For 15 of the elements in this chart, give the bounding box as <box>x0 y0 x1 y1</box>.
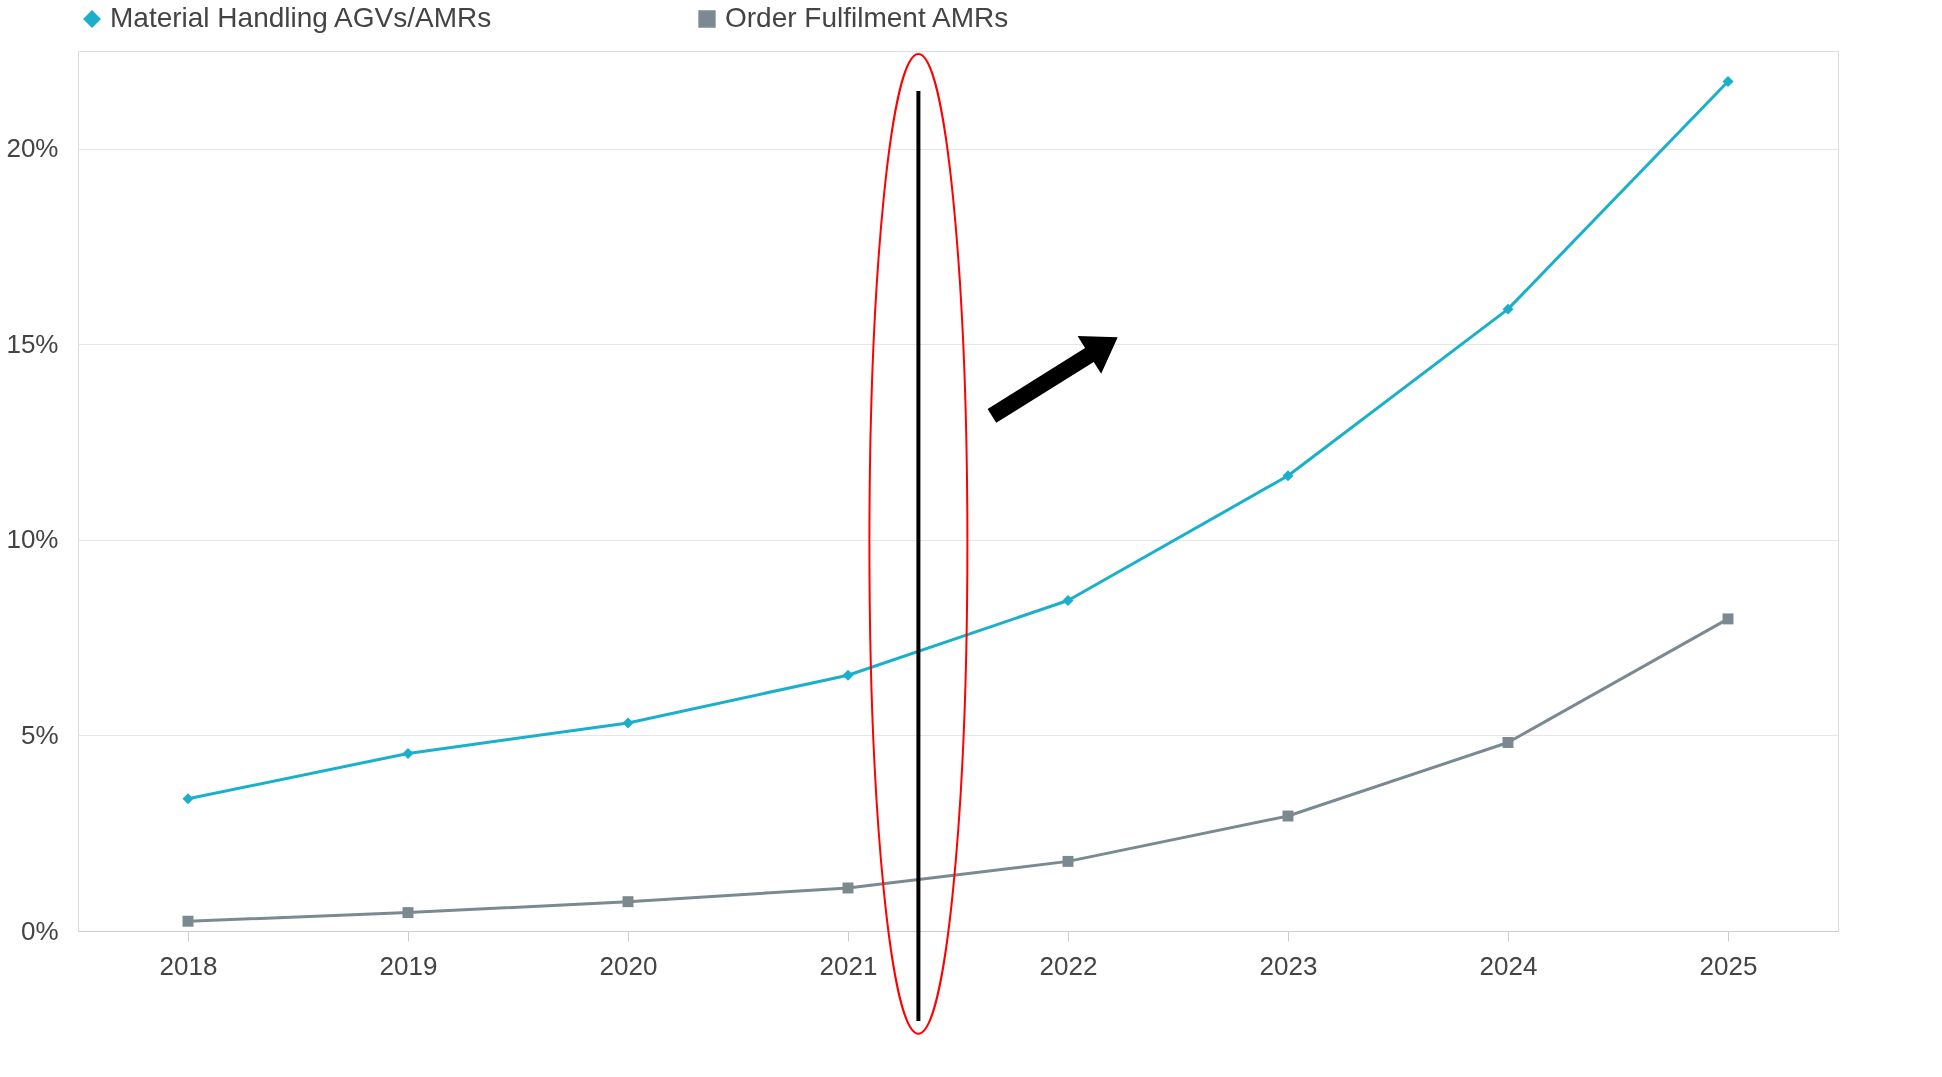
x-tick-label: 2020 <box>599 950 658 981</box>
y-tick-label: 10% <box>6 524 59 555</box>
y-tick-label: 0% <box>20 915 59 946</box>
x-tick-label: 2018 <box>159 950 218 981</box>
x-tick-label: 2025 <box>1699 950 1758 981</box>
x-tick-label: 2024 <box>1479 950 1538 981</box>
x-tick-label: 2023 <box>1259 950 1318 981</box>
legend-label: Material Handling AGVs/AMRs <box>110 2 492 33</box>
y-tick-label: 15% <box>6 328 59 359</box>
x-tick-label: 2022 <box>1039 950 1098 981</box>
y-tick-label: 20% <box>6 133 59 164</box>
y-tick-label: 5% <box>20 719 59 750</box>
x-tick-label: 2019 <box>379 950 438 981</box>
legend-label: Order Fulfilment AMRs <box>725 2 1009 33</box>
x-tick-label: 2021 <box>819 950 878 981</box>
